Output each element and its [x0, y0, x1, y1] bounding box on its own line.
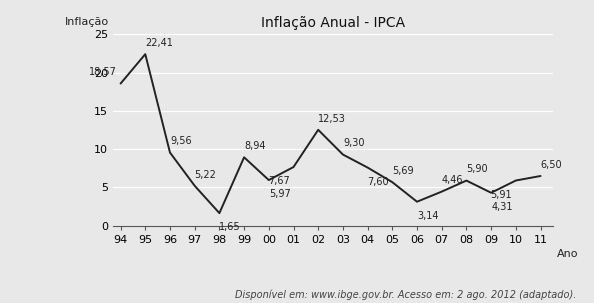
Text: 22,41: 22,41: [146, 38, 173, 48]
Text: Inflação: Inflação: [65, 17, 109, 27]
Text: 9,56: 9,56: [170, 136, 192, 146]
Text: 18,57: 18,57: [89, 68, 117, 78]
Text: 4,46: 4,46: [442, 175, 463, 185]
Text: 6,50: 6,50: [541, 160, 562, 170]
Text: 9,30: 9,30: [343, 138, 364, 148]
Text: Disponível em: www.ibge.gov.br. Acesso em: 2 ago. 2012 (adaptado).: Disponível em: www.ibge.gov.br. Acesso e…: [235, 289, 576, 300]
Text: 5,97: 5,97: [269, 189, 290, 199]
Text: 5,90: 5,90: [466, 165, 488, 175]
Text: 4,31: 4,31: [491, 202, 513, 212]
Text: 5,91: 5,91: [491, 190, 512, 200]
Text: 8,94: 8,94: [244, 141, 266, 151]
Text: 5,22: 5,22: [195, 170, 217, 180]
Text: 3,14: 3,14: [417, 211, 438, 221]
Text: 1,65: 1,65: [219, 222, 241, 232]
Text: 7,60: 7,60: [368, 177, 389, 187]
Text: Ano: Ano: [557, 249, 579, 259]
Text: 12,53: 12,53: [318, 114, 346, 124]
Text: 7,67: 7,67: [268, 176, 290, 186]
Text: 5,69: 5,69: [392, 166, 414, 176]
Title: Inflação Anual - IPCA: Inflação Anual - IPCA: [261, 16, 405, 30]
